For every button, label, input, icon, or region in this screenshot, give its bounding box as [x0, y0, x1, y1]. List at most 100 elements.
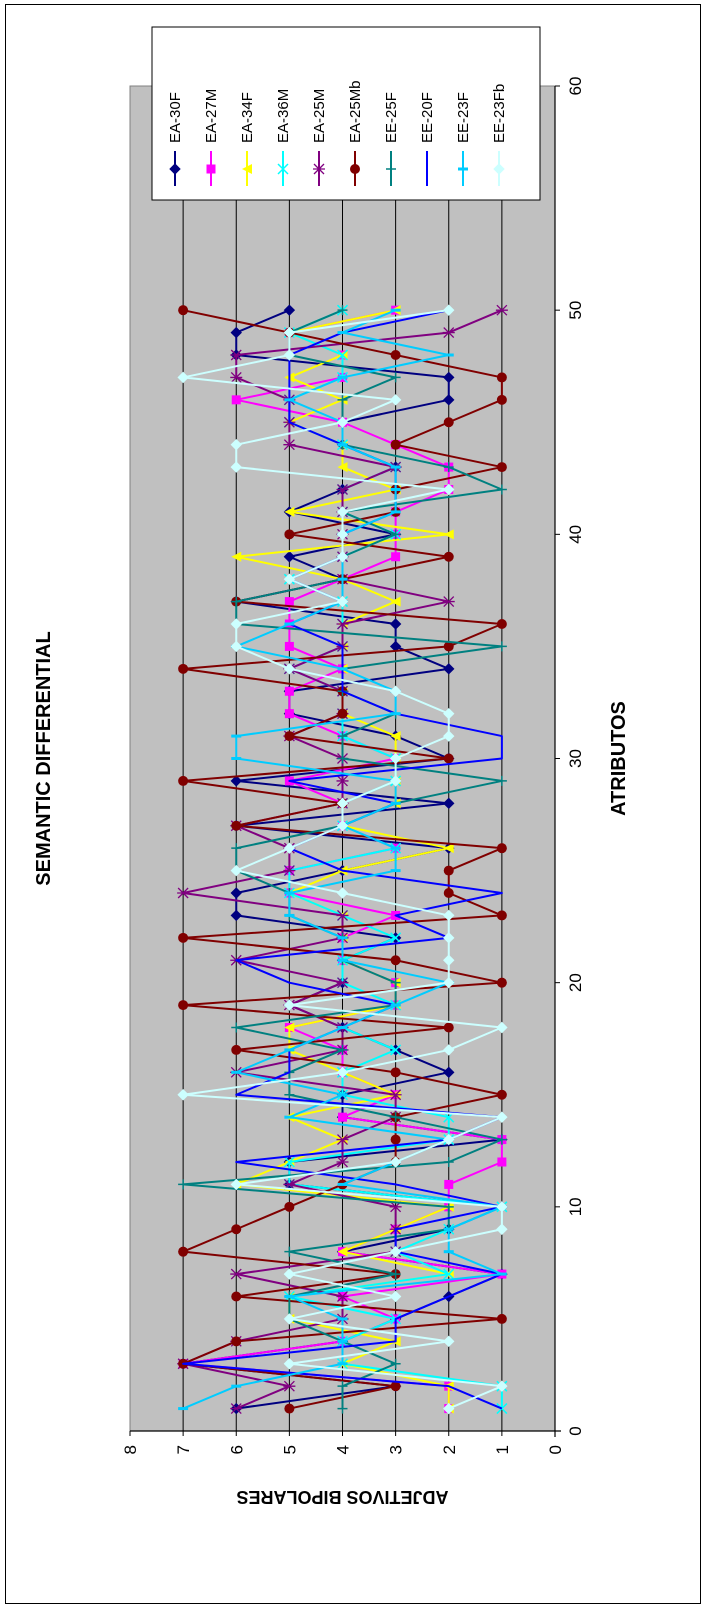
data-point	[389, 618, 402, 630]
data-point	[336, 909, 349, 921]
x-ticks: 0 10 20 30 40 50 60	[555, 77, 585, 1436]
x-tick-label: 20	[566, 973, 585, 992]
data-point	[230, 371, 243, 383]
data-point	[284, 529, 295, 540]
data-point	[231, 551, 242, 562]
data-point	[178, 663, 189, 674]
data-point	[390, 731, 401, 742]
data-point	[443, 976, 455, 989]
data-point	[337, 1403, 348, 1414]
legend-label: EA-30F	[167, 92, 184, 143]
data-point	[336, 820, 349, 832]
data-point	[443, 1250, 454, 1254]
data-point	[496, 484, 507, 495]
data-point	[389, 752, 402, 765]
x-tick-label: 50	[566, 301, 585, 320]
data-point	[284, 1089, 295, 1100]
legend-item: EA-25Mb	[347, 80, 364, 186]
y-tick-label: 0	[546, 1445, 565, 1454]
legend-label: EA-27M	[203, 89, 220, 143]
data-point	[389, 685, 402, 697]
legend-marker	[206, 164, 216, 174]
data-point	[337, 753, 348, 764]
data-point	[390, 846, 401, 850]
data-point	[496, 372, 507, 383]
data-point	[230, 775, 242, 787]
data-point	[336, 618, 349, 630]
data-point	[337, 667, 348, 671]
data-point	[390, 977, 401, 988]
data-point	[497, 1157, 507, 1167]
legend-marker	[386, 164, 396, 174]
data-point	[283, 865, 296, 877]
y-axis-label: ADJETIVOS BIPOLARES	[236, 1487, 448, 1507]
data-point	[177, 1089, 189, 1101]
data-point	[443, 888, 454, 898]
data-point	[336, 1134, 349, 1146]
series-group	[177, 304, 508, 1415]
data-point	[230, 909, 242, 922]
data-point	[337, 1093, 348, 1097]
legend-item: EE-23Fb	[491, 84, 508, 186]
data-point	[496, 1134, 507, 1145]
data-point	[284, 686, 294, 696]
data-point	[496, 843, 507, 854]
data-point	[337, 708, 348, 719]
series-line	[182, 309, 503, 1410]
data-point	[390, 1003, 401, 1007]
data-point	[230, 349, 243, 361]
data-point	[443, 1335, 455, 1348]
data-point	[231, 820, 242, 831]
data-point	[178, 932, 189, 943]
data-point	[284, 1403, 295, 1414]
series-line	[182, 309, 503, 1410]
data-point	[390, 1044, 402, 1056]
y-tick-label: 7	[174, 1445, 193, 1454]
data-point	[283, 349, 296, 361]
data-point	[284, 1115, 295, 1119]
y-tick-label: 5	[280, 1445, 299, 1454]
data-point	[337, 936, 348, 940]
data-point	[496, 1223, 508, 1235]
data-point	[496, 1089, 507, 1100]
legend-marker	[169, 163, 181, 175]
data-point	[230, 1178, 242, 1191]
data-point	[443, 529, 454, 540]
legend-item: EE-23F	[455, 92, 472, 186]
chart-title: SEMANTIC DIFFERENTIAL	[33, 631, 55, 885]
data-point	[443, 865, 454, 876]
data-point	[230, 640, 242, 653]
data-point	[283, 842, 296, 854]
data-point	[336, 506, 349, 518]
data-point	[390, 869, 401, 873]
data-point	[337, 1362, 348, 1366]
data-point	[443, 843, 454, 854]
data-point	[389, 394, 402, 406]
legend-marker	[277, 163, 289, 175]
data-point	[391, 552, 401, 562]
data-point	[284, 913, 295, 917]
data-point	[336, 775, 349, 787]
data-point	[337, 1182, 348, 1186]
data-point	[390, 308, 401, 312]
data-point	[231, 1224, 242, 1235]
data-point	[496, 775, 507, 786]
data-point	[284, 641, 294, 651]
data-point	[336, 551, 349, 563]
data-point	[337, 394, 348, 405]
data-point	[336, 887, 349, 899]
data-point	[496, 910, 507, 921]
data-point	[443, 663, 455, 675]
data-point	[230, 438, 242, 451]
data-point	[230, 1268, 243, 1280]
data-point	[338, 1112, 347, 1122]
data-point	[337, 1044, 348, 1055]
x-tick-label: 40	[566, 525, 585, 544]
data-point	[496, 977, 507, 988]
legend-label: EE-23F	[455, 92, 472, 143]
y-tick-label: 2	[440, 1445, 459, 1454]
data-point	[337, 1246, 348, 1257]
legend-item: EA-34F	[239, 92, 256, 186]
y-tick-label: 1	[493, 1445, 512, 1454]
